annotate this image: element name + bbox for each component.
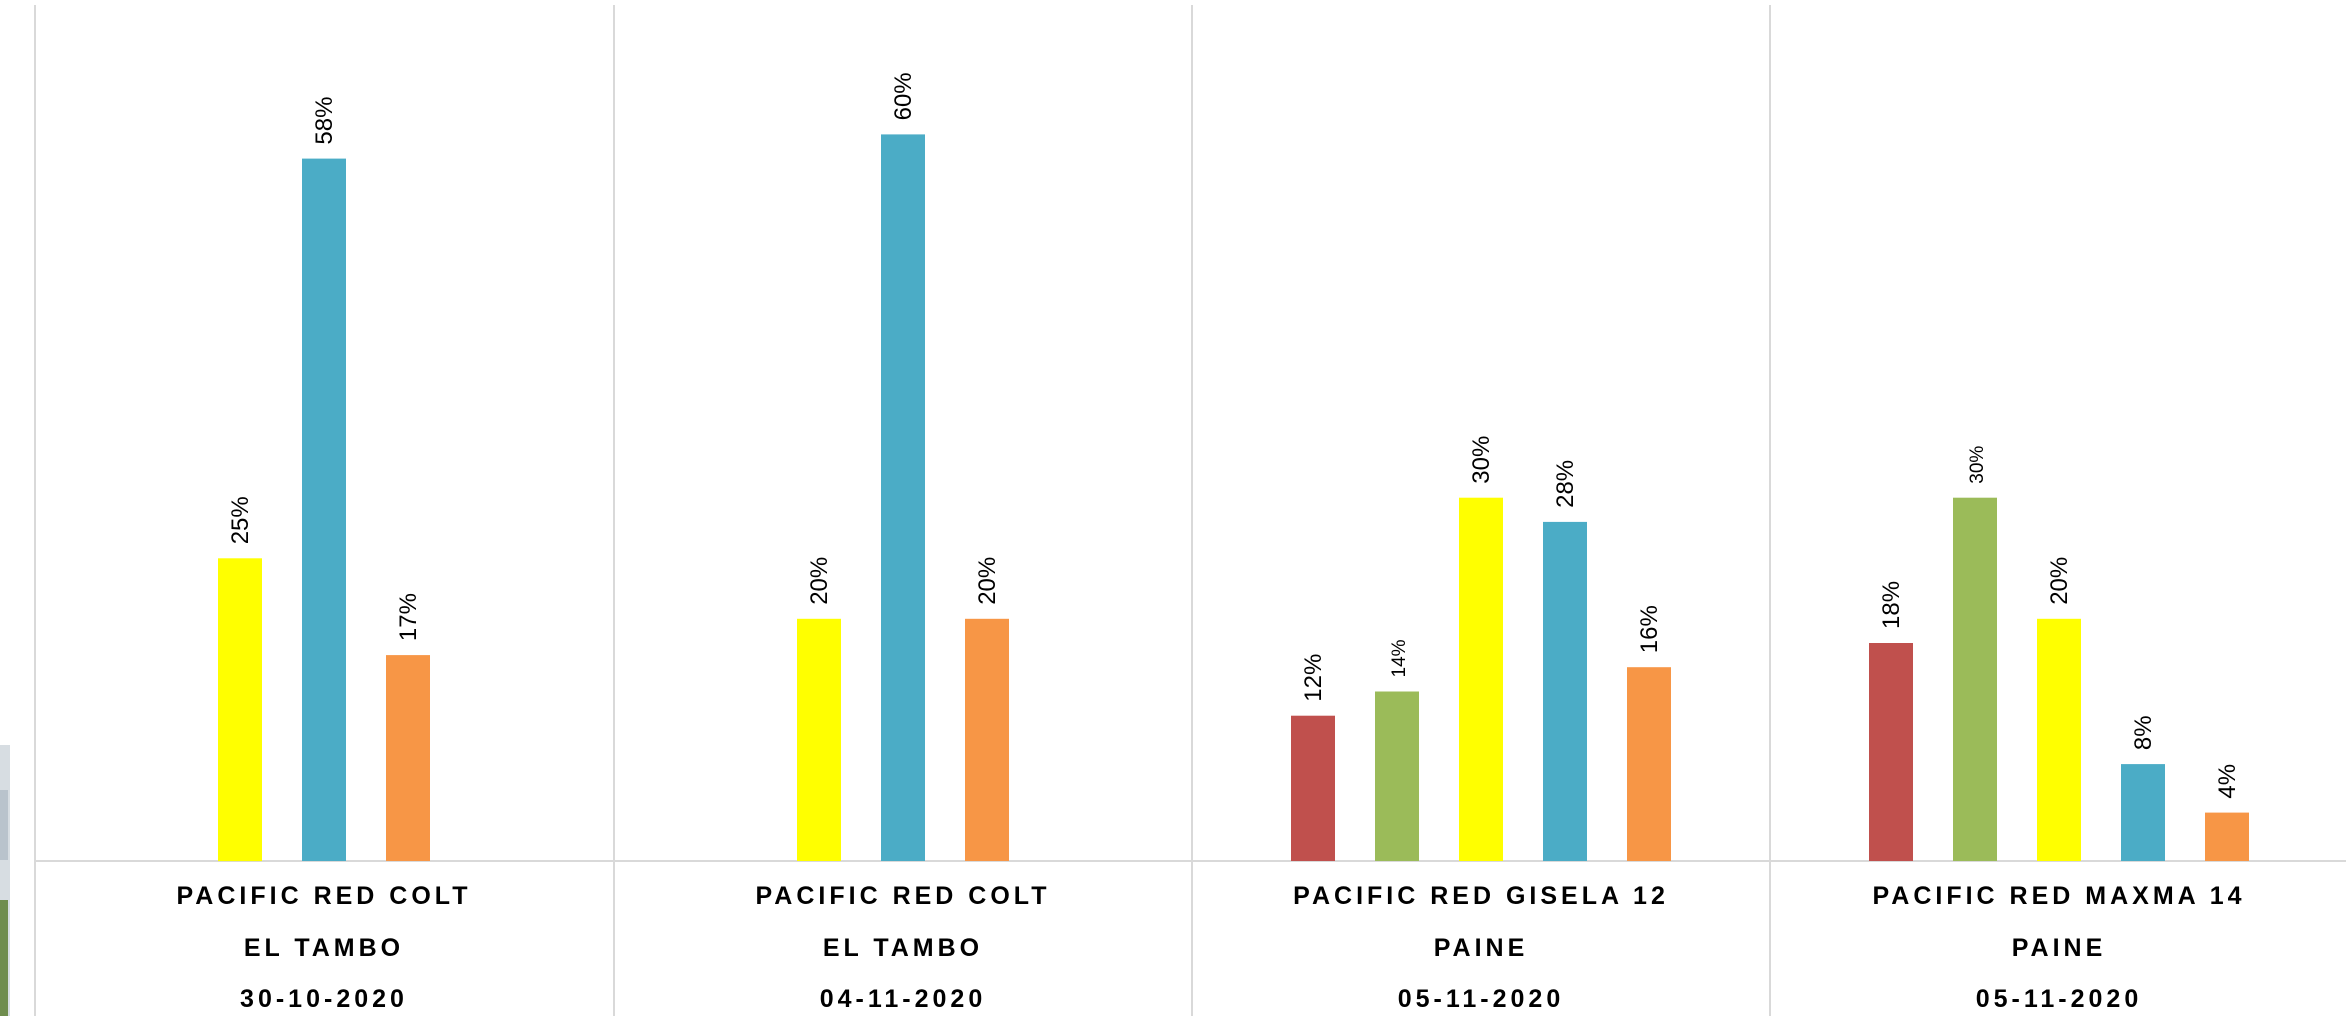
bar-value-label-g4-4: 8% — [2130, 715, 2157, 750]
bar-value-label-g2-3: 20% — [974, 557, 1001, 605]
category-label-g2-line1: PACIFIC RED COLT — [755, 882, 1050, 910]
bar-g3-3 — [1459, 497, 1503, 861]
bar-value-label-g2-1: 20% — [806, 557, 833, 605]
category-label-g1-line3: 30-10-2020 — [240, 985, 408, 1013]
bar-value-label-g2-2: 60% — [890, 72, 917, 120]
bar-value-label-g3-5: 16% — [1636, 605, 1663, 653]
gridlines — [34, 5, 1771, 1016]
bar-value-label-g4-5: 4% — [2214, 764, 2241, 799]
bars-layer — [218, 134, 2249, 862]
category-label-g3-line1: PACIFIC RED GISELA 12 — [1293, 882, 1669, 910]
bar-value-label-g3-3: 30% — [1468, 436, 1495, 484]
category-label-g4-line2: PAINE — [2012, 934, 2107, 962]
bar-g3-5 — [1627, 667, 1671, 861]
category-label-g3-line2: PAINE — [1434, 934, 1529, 962]
category-label-g4-line3: 05-11-2020 — [1976, 985, 2143, 1013]
bar-value-label-g4-1: 18% — [1878, 581, 1905, 629]
bar-g4-1 — [1869, 643, 1913, 861]
bar-value-label-g4-2: 30% — [1967, 446, 1988, 484]
bar-value-label-g3-2: 14% — [1389, 639, 1410, 677]
bar-g4-3 — [2037, 618, 2081, 861]
bar-value-label-g1-1: 25% — [227, 496, 254, 544]
category-label-g2-line3: 04-11-2020 — [820, 985, 987, 1013]
bar-value-label-g1-3: 17% — [395, 593, 422, 641]
bar-g2-2 — [881, 134, 925, 861]
bar-g1-3 — [386, 655, 430, 861]
bar-g4-4 — [2121, 764, 2165, 861]
background-photo-fragment — [0, 745, 10, 1016]
bar-g1-1 — [218, 558, 262, 862]
category-label-g3-line3: 05-11-2020 — [1398, 985, 1565, 1013]
bar-g2-1 — [797, 618, 841, 861]
bar-g1-2 — [302, 158, 346, 862]
bar-value-label-g3-4: 28% — [1552, 460, 1579, 508]
bar-value-label-g1-2: 58% — [311, 97, 338, 145]
category-labels-layer: PACIFIC RED COLT EL TAMBO 30-10-2020 PACIFI… — [176, 882, 2245, 1013]
category-label-g4-line1: PACIFIC RED MAXMA 14 — [1872, 882, 2245, 910]
bar-g3-4 — [1543, 521, 1587, 861]
category-label-g1-line2: EL TAMBO — [244, 934, 404, 962]
category-label-g2-line2: EL TAMBO — [823, 934, 983, 962]
bar-labels-layer: 25% 58% 17% 20% 60% 20% 12% 14% 30% 28% 16% 18% 30% 2… — [227, 72, 2241, 798]
bar-g4-2 — [1953, 497, 1997, 861]
bar-value-label-g3-1: 12% — [1300, 654, 1327, 702]
bar-g4-5 — [2205, 812, 2249, 861]
bar-value-label-g4-3: 20% — [2046, 557, 2073, 605]
bar-g3-1 — [1291, 715, 1335, 861]
bar-g2-3 — [965, 618, 1009, 861]
category-label-g1-line1: PACIFIC RED COLT — [176, 882, 471, 910]
bar-g3-2 — [1375, 691, 1419, 861]
